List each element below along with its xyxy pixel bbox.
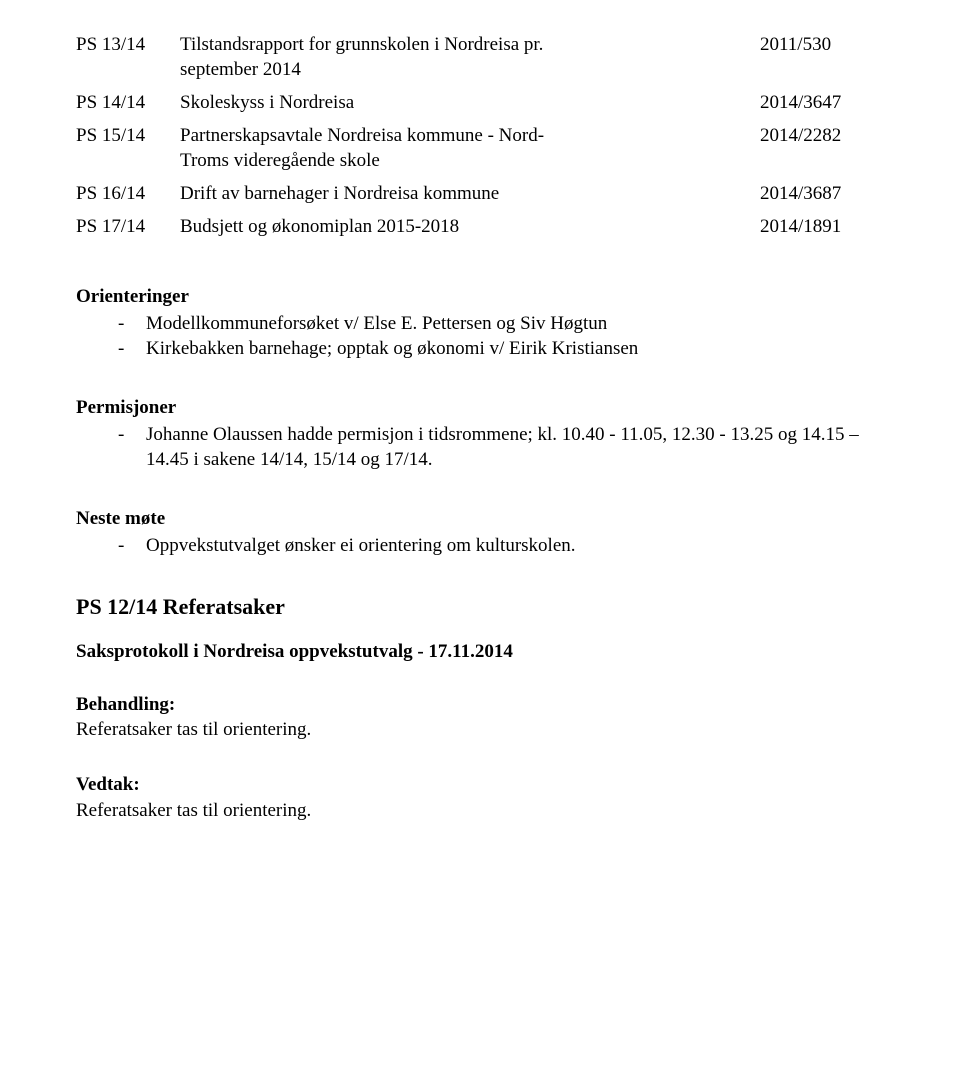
- ps-ref: 2011/530: [760, 28, 884, 86]
- bullet-text: Oppvekstutvalget ønsker ei orientering o…: [146, 533, 884, 558]
- ps-referatsaker-heading: PS 12/14 Referatsaker: [76, 592, 884, 621]
- list-item: - Kirkebakken barnehage; opptak og økono…: [118, 336, 884, 361]
- ps-referatsaker-section: PS 12/14 Referatsaker Saksprotokoll i No…: [76, 592, 884, 822]
- neste-mote-section: Neste møte - Oppvekstutvalget ønsker ei …: [76, 506, 884, 558]
- ps-title: Tilstandsrapport for grunnskolen i Nordr…: [180, 28, 760, 86]
- bullet-text: Modellkommuneforsøket v/ Else E. Petters…: [146, 311, 884, 336]
- orienteringer-section: Orienteringer - Modellkommuneforsøket v/…: [76, 284, 884, 361]
- table-row: PS 17/14 Budsjett og økonomiplan 2015-20…: [76, 210, 884, 243]
- neste-mote-heading: Neste møte: [76, 506, 884, 531]
- ps-code: PS 17/14: [76, 210, 180, 243]
- ps-code: PS 13/14: [76, 28, 180, 86]
- bullet-dash-icon: -: [118, 533, 146, 558]
- list-item: - Johanne Olaussen hadde permisjon i tid…: [118, 422, 884, 472]
- ps-code: PS 14/14: [76, 86, 180, 119]
- list-item: - Modellkommuneforsøket v/ Else E. Pette…: [118, 311, 884, 336]
- ps-ref: 2014/3687: [760, 177, 884, 210]
- table-row: PS 16/14 Drift av barnehager i Nordreisa…: [76, 177, 884, 210]
- table-row: PS 14/14 Skoleskyss i Nordreisa 2014/364…: [76, 86, 884, 119]
- ps-code: PS 15/14: [76, 119, 180, 177]
- ps-title-line1: Tilstandsrapport for grunnskolen i Nordr…: [180, 34, 543, 55]
- ps-title: Drift av barnehager i Nordreisa kommune: [180, 177, 760, 210]
- ps-title: Budsjett og økonomiplan 2015-2018: [180, 210, 760, 243]
- ps-title-line1: Drift av barnehager i Nordreisa kommune: [180, 183, 499, 204]
- ps-table-body: PS 13/14 Tilstandsrapport for grunnskole…: [76, 28, 884, 244]
- ps-title-line1: Budsjett og økonomiplan 2015-2018: [180, 216, 459, 237]
- list-item: - Oppvekstutvalget ønsker ei orientering…: [118, 533, 884, 558]
- saksprotokoll-heading: Saksprotokoll i Nordreisa oppvekstutvalg…: [76, 639, 884, 664]
- ps-ref: 2014/1891: [760, 210, 884, 243]
- behandling-heading: Behandling:: [76, 692, 884, 717]
- behandling-text: Referatsaker tas til orientering.: [76, 717, 884, 742]
- vedtak-block: Vedtak: Referatsaker tas til orientering…: [76, 772, 884, 822]
- ps-title: Skoleskyss i Nordreisa: [180, 86, 760, 119]
- ps-title: Partnerskapsavtale Nordreisa kommune - N…: [180, 119, 760, 177]
- table-row: PS 15/14 Partnerskapsavtale Nordreisa ko…: [76, 119, 884, 177]
- bullet-text: Johanne Olaussen hadde permisjon i tidsr…: [146, 422, 884, 472]
- orienteringer-heading: Orienteringer: [76, 284, 884, 309]
- ps-title-line2: september 2014: [180, 59, 301, 80]
- bullet-dash-icon: -: [118, 422, 146, 447]
- permisjoner-section: Permisjoner - Johanne Olaussen hadde per…: [76, 395, 884, 472]
- ps-code: PS 16/14: [76, 177, 180, 210]
- ps-ref: 2014/3647: [760, 86, 884, 119]
- bullet-dash-icon: -: [118, 311, 146, 336]
- bullet-text: Kirkebakken barnehage; opptak og økonomi…: [146, 336, 884, 361]
- bullet-dash-icon: -: [118, 336, 146, 361]
- ps-title-line1: Skoleskyss i Nordreisa: [180, 92, 354, 113]
- vedtak-text: Referatsaker tas til orientering.: [76, 798, 884, 823]
- behandling-block: Behandling: Referatsaker tas til oriente…: [76, 692, 884, 742]
- ps-ref: 2014/2282: [760, 119, 884, 177]
- ps-title-line2: Troms videregående skole: [180, 150, 380, 171]
- document-page: PS 13/14 Tilstandsrapport for grunnskole…: [0, 0, 960, 1083]
- table-row: PS 13/14 Tilstandsrapport for grunnskole…: [76, 28, 884, 86]
- permisjoner-heading: Permisjoner: [76, 395, 884, 420]
- vedtak-heading: Vedtak:: [76, 772, 884, 797]
- ps-table: PS 13/14 Tilstandsrapport for grunnskole…: [76, 28, 884, 244]
- ps-title-line1: Partnerskapsavtale Nordreisa kommune - N…: [180, 125, 544, 146]
